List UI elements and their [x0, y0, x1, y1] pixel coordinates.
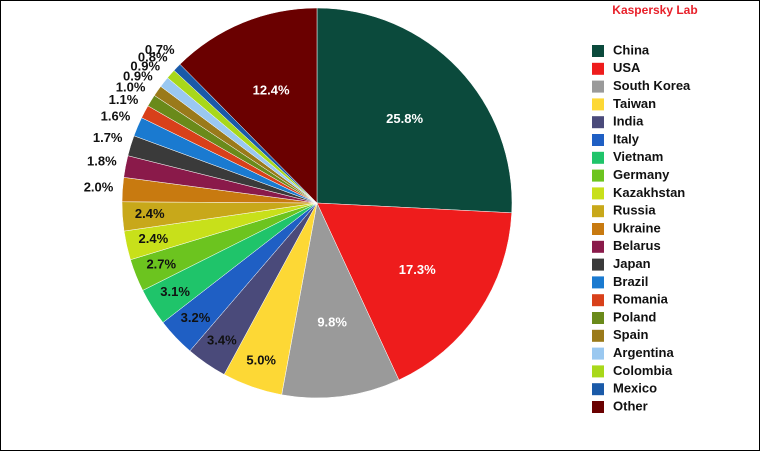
legend-label: Argentina [613, 345, 674, 360]
data-label: 1.7% [93, 130, 123, 145]
legend-label: Poland [613, 309, 656, 324]
legend-label: Germany [613, 167, 670, 182]
pie-slice [316, 7, 513, 214]
data-label: 0.7% [145, 42, 175, 57]
data-label: 5.0% [246, 353, 276, 368]
data-label: 3.4% [207, 333, 237, 348]
data-label: 3.1% [160, 284, 190, 299]
legend-label: Colombia [613, 363, 673, 378]
legend-swatch [592, 276, 604, 289]
legend-label: Japan [613, 256, 651, 271]
data-label: 2.0% [84, 179, 114, 194]
legend-swatch [592, 205, 604, 218]
legend-swatch [592, 365, 604, 378]
data-label: 2.7% [146, 257, 176, 272]
data-label: 0.8% [138, 50, 168, 65]
legend-label: Kazakhstan [613, 185, 685, 200]
legend-swatch [592, 116, 604, 129]
legend-label: Vietnam [613, 149, 663, 164]
pie-slice [281, 202, 400, 399]
data-label: 3.2% [181, 310, 211, 325]
legend-swatch [592, 45, 604, 57]
legend-swatch [592, 329, 604, 342]
legend-swatch [592, 347, 604, 360]
legend-label: USA [613, 60, 641, 75]
legend-label: Romania [613, 292, 669, 307]
legend-swatch [592, 134, 604, 146]
data-label: 1.0% [116, 79, 146, 94]
legend-label: Brazil [613, 274, 648, 289]
legend-swatch [592, 187, 604, 200]
data-label: 1.6% [101, 109, 131, 124]
data-label: 12.4% [253, 83, 290, 98]
data-label: 17.3% [399, 262, 436, 277]
pie-slice [316, 202, 513, 381]
legend-label: Spain [613, 327, 648, 342]
data-label: 0.9% [123, 69, 153, 84]
watermark: Kaspersky Lab [612, 3, 697, 17]
data-label: 0.9% [130, 59, 160, 74]
legend-swatch [592, 312, 604, 324]
legend-label: India [613, 114, 644, 129]
data-label: 1.1% [109, 92, 139, 107]
legend-label: Russia [613, 203, 656, 218]
legend-label: South Korea [613, 78, 691, 93]
data-label: 1.8% [87, 153, 117, 168]
legend-swatch [592, 294, 604, 307]
legend-swatch [592, 80, 604, 93]
legend-swatch [592, 401, 604, 413]
data-label: 9.8% [317, 314, 347, 329]
legend-label: Mexico [613, 381, 657, 396]
legend-swatch [592, 62, 604, 75]
legend-label: China [613, 42, 650, 57]
legend-swatch [592, 258, 604, 271]
legend-swatch [592, 98, 604, 111]
legend-label: Taiwan [613, 96, 656, 111]
data-label: 25.8% [386, 111, 423, 126]
legend-swatch [592, 169, 604, 182]
data-label: 2.4% [135, 206, 165, 221]
legend-label: Other [613, 398, 648, 413]
legend-swatch [592, 240, 604, 253]
pie-slice [179, 7, 318, 204]
legend-label: Ukraine [613, 220, 661, 235]
legend-swatch [592, 223, 604, 235]
legend-swatch [592, 151, 604, 164]
data-label: 2.4% [139, 231, 169, 246]
legend-swatch [592, 383, 604, 396]
legend-label: Belarus [613, 238, 661, 253]
legend-label: Italy [613, 131, 640, 146]
